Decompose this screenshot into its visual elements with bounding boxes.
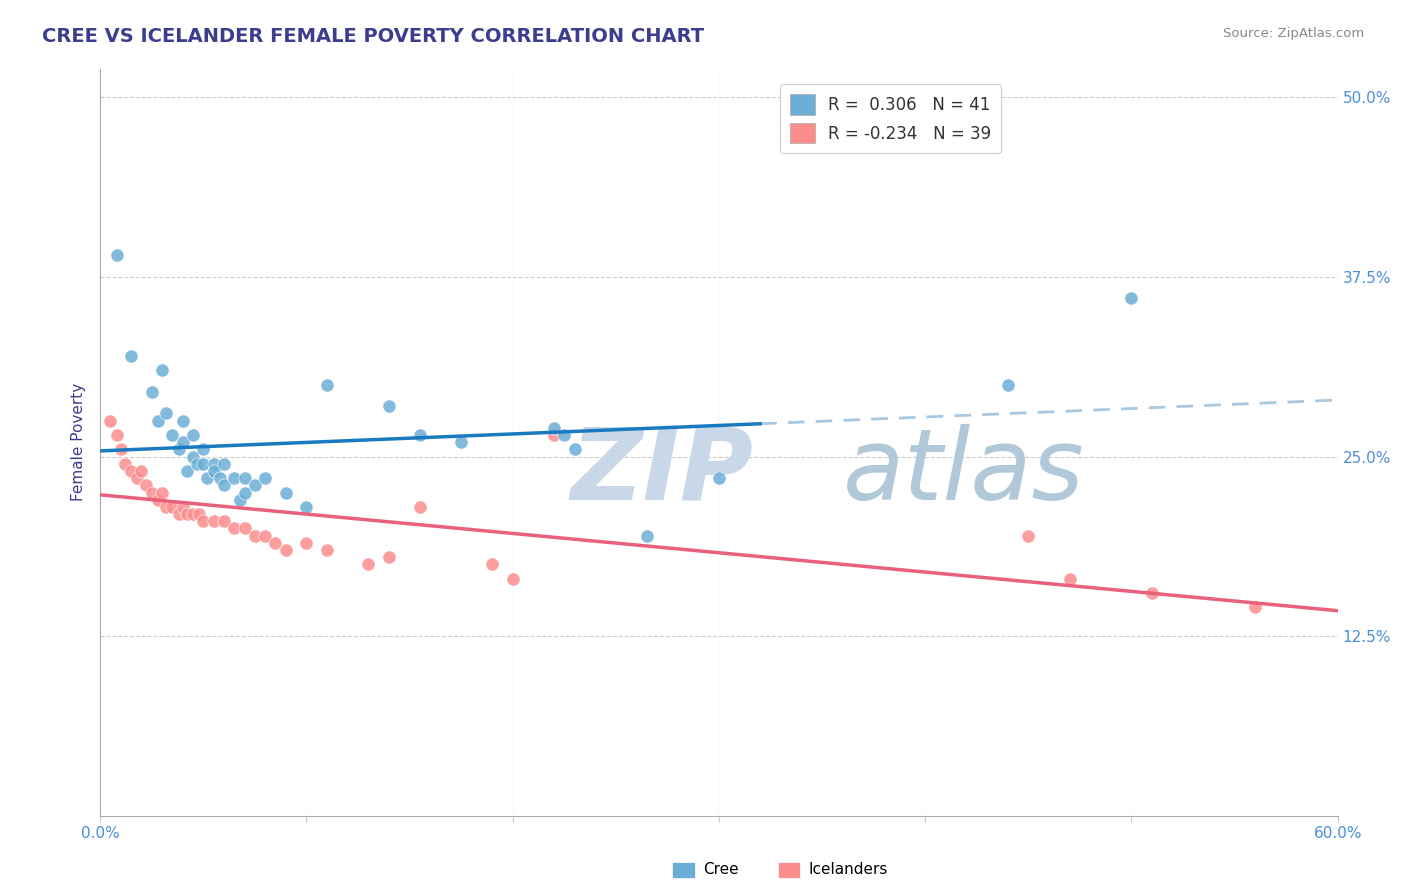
Point — [316, 377, 339, 392]
Point — [134, 478, 156, 492]
Point — [233, 471, 256, 485]
Point — [636, 528, 658, 542]
Text: atlas: atlas — [842, 424, 1084, 521]
Point — [193, 442, 215, 457]
Point — [172, 500, 194, 514]
Point — [208, 471, 231, 485]
Point — [1059, 572, 1081, 586]
Point — [155, 407, 177, 421]
Text: CREE VS ICELANDER FEMALE POVERTY CORRELATION CHART: CREE VS ICELANDER FEMALE POVERTY CORRELA… — [42, 27, 704, 45]
Point — [233, 521, 256, 535]
Point — [202, 457, 225, 471]
Point — [162, 428, 184, 442]
Point — [193, 514, 215, 528]
Point — [707, 471, 730, 485]
Point — [212, 514, 235, 528]
Point — [195, 471, 218, 485]
Y-axis label: Female Poverty: Female Poverty — [72, 383, 86, 501]
Point — [997, 377, 1019, 392]
Point — [274, 485, 297, 500]
Point — [141, 384, 163, 399]
Point — [212, 457, 235, 471]
Point — [409, 500, 432, 514]
Point — [450, 435, 472, 450]
Point — [120, 464, 142, 478]
Point — [229, 492, 252, 507]
Point — [378, 550, 401, 565]
Point — [254, 528, 277, 542]
Point — [1017, 528, 1039, 542]
Text: Cree: Cree — [703, 863, 738, 877]
Point — [295, 500, 318, 514]
Point — [105, 248, 128, 262]
Point — [176, 464, 198, 478]
Point — [188, 507, 211, 521]
Point — [1244, 600, 1267, 615]
Point — [181, 450, 204, 464]
Point — [316, 543, 339, 558]
Point — [120, 349, 142, 363]
Point — [202, 514, 225, 528]
Point — [357, 558, 380, 572]
Point — [167, 442, 190, 457]
Text: Icelanders: Icelanders — [808, 863, 887, 877]
Point — [150, 363, 173, 377]
Point — [1121, 292, 1143, 306]
Point — [543, 421, 565, 435]
Point — [181, 428, 204, 442]
Point — [131, 464, 153, 478]
Point — [254, 471, 277, 485]
Point — [127, 471, 149, 485]
Point — [553, 428, 575, 442]
Point — [233, 485, 256, 500]
Point — [167, 507, 190, 521]
Text: ZIP: ZIP — [571, 424, 754, 521]
Point — [176, 507, 198, 521]
Point — [212, 478, 235, 492]
Point — [146, 414, 169, 428]
Point — [274, 543, 297, 558]
Point — [502, 572, 524, 586]
Point — [224, 521, 246, 535]
Point — [243, 478, 266, 492]
Point — [409, 428, 432, 442]
Point — [186, 457, 208, 471]
Point — [172, 414, 194, 428]
Point — [481, 558, 503, 572]
Point — [114, 457, 136, 471]
Point — [162, 500, 184, 514]
Point — [243, 528, 266, 542]
Text: Source: ZipAtlas.com: Source: ZipAtlas.com — [1223, 27, 1364, 40]
Point — [150, 485, 173, 500]
Point — [224, 471, 246, 485]
Point — [141, 485, 163, 500]
Point — [155, 500, 177, 514]
Point — [172, 435, 194, 450]
Point — [202, 464, 225, 478]
Point — [105, 428, 128, 442]
Point — [543, 428, 565, 442]
Legend: R =  0.306   N = 41, R = -0.234   N = 39: R = 0.306 N = 41, R = -0.234 N = 39 — [780, 85, 1001, 153]
Point — [100, 414, 122, 428]
Point — [564, 442, 586, 457]
Point — [264, 536, 287, 550]
Point — [146, 492, 169, 507]
Point — [378, 399, 401, 413]
Point — [181, 507, 204, 521]
Point — [295, 536, 318, 550]
Point — [193, 457, 215, 471]
Point — [1140, 586, 1163, 600]
Point — [110, 442, 132, 457]
